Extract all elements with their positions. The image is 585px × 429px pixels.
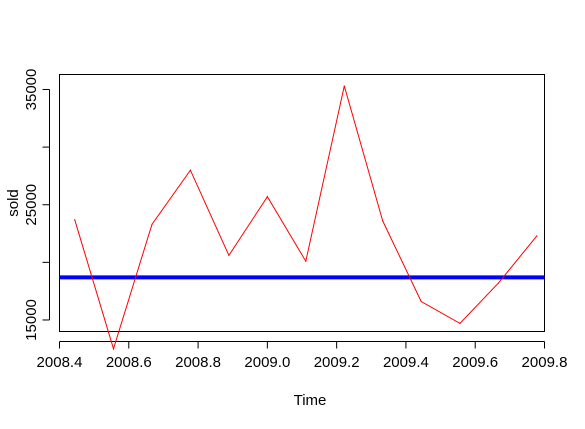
data-point xyxy=(112,348,115,350)
x-axis: 2008.4 2008.6 2008.8 2009.0 2009.2 2009.4 2009… xyxy=(37,341,568,371)
x-axis-label: Time xyxy=(294,392,327,409)
y-tick-label: 15000 xyxy=(23,299,40,341)
data-point xyxy=(459,322,461,325)
plot-frame xyxy=(59,74,545,332)
series-line xyxy=(74,85,538,351)
y-tick-label: 35000 xyxy=(23,69,40,111)
series-lines xyxy=(74,85,538,351)
x-tick-label: 2008.6 xyxy=(106,354,152,371)
data-point xyxy=(228,254,230,257)
data-point xyxy=(343,85,345,87)
data-point xyxy=(266,196,268,198)
data-point xyxy=(305,260,307,262)
x-tick-label: 2009.4 xyxy=(383,354,429,371)
data-point xyxy=(189,169,192,171)
data-point xyxy=(74,219,76,221)
data-point xyxy=(420,300,422,303)
data-point xyxy=(151,223,153,225)
data-point xyxy=(497,282,500,284)
x-tick-label: 2009.0 xyxy=(244,354,290,371)
y-tick-label: 25000 xyxy=(23,184,40,226)
data-point xyxy=(536,235,538,237)
data-point xyxy=(382,220,384,222)
x-tick-label: 2008.4 xyxy=(37,354,83,371)
x-tick-label: 2008.8 xyxy=(175,354,221,371)
x-tick-label: 2009.6 xyxy=(452,354,498,371)
y-axis-label: sold xyxy=(5,189,22,217)
y-axis: 15000 25000 35000 xyxy=(23,69,50,341)
x-tick-label: 2009.2 xyxy=(314,354,360,371)
x-tick-label: 2009.8 xyxy=(522,354,568,371)
